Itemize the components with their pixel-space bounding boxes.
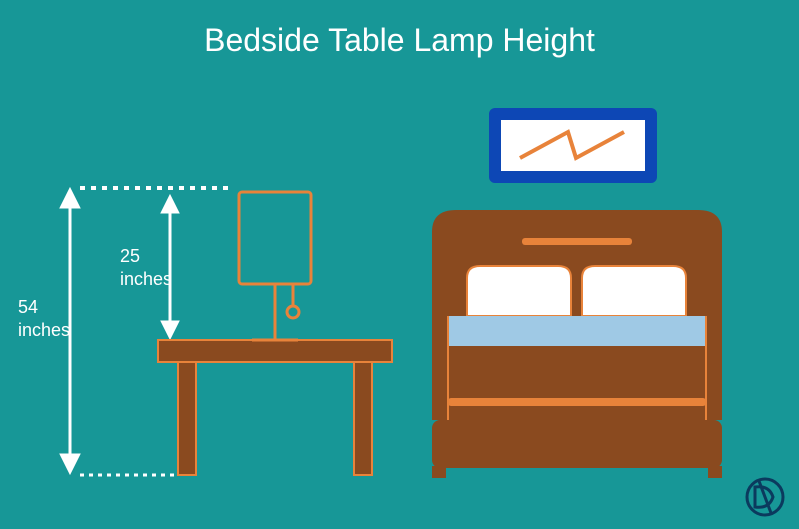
wall-picture (489, 108, 657, 183)
arrow-25 (161, 195, 179, 339)
brand-logo-icon (743, 475, 787, 519)
bedside-table (158, 340, 392, 475)
arrow-54 (60, 188, 80, 474)
bed (432, 210, 722, 478)
diagram-svg (0, 0, 799, 529)
lamp (239, 192, 311, 340)
